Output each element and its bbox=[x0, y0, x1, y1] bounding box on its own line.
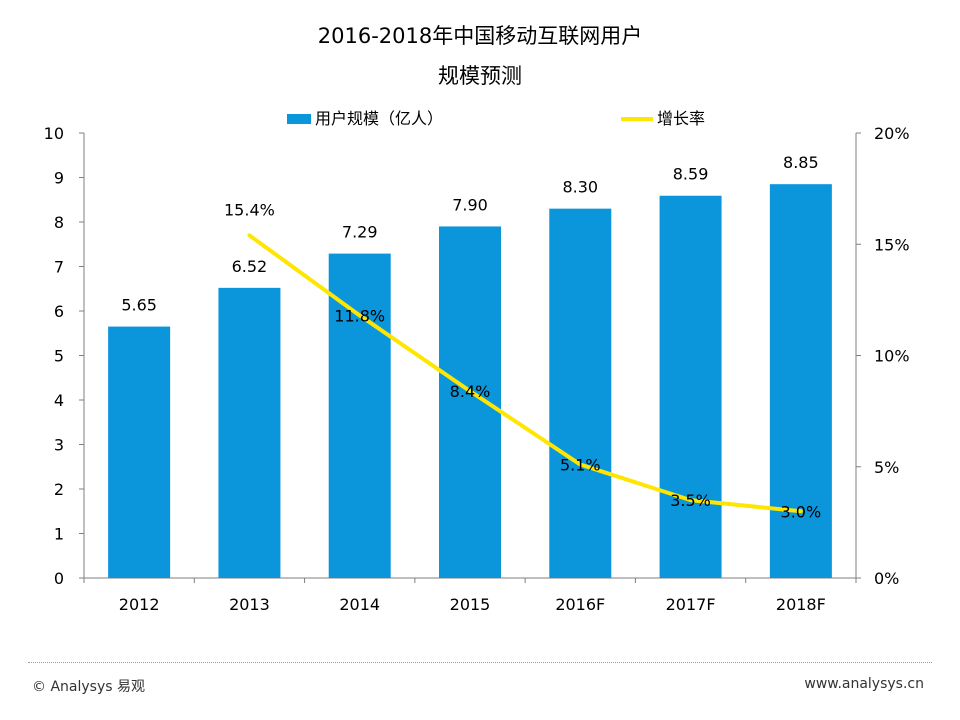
bar-user-scale bbox=[218, 287, 281, 578]
bar-user-scale bbox=[659, 195, 722, 578]
growth-rate-label: 5.1% bbox=[560, 456, 601, 475]
x-tick-label: 2016F bbox=[555, 595, 605, 614]
bar-user-scale bbox=[549, 208, 612, 578]
bar-value-label: 7.90 bbox=[452, 195, 488, 214]
legend-bar-swatch bbox=[287, 114, 311, 124]
x-tick-label: 2018F bbox=[776, 595, 826, 614]
right-tick-label: 10% bbox=[874, 347, 910, 366]
legend-bar-label: 用户规模（亿人） bbox=[315, 109, 443, 128]
x-tick-label: 2013 bbox=[229, 595, 270, 614]
bar-value-label: 8.85 bbox=[783, 153, 819, 172]
x-tick-label: 2014 bbox=[339, 595, 380, 614]
right-tick-label: 15% bbox=[874, 235, 910, 254]
footer-divider bbox=[28, 662, 932, 663]
left-tick-label: 3 bbox=[54, 436, 64, 455]
left-tick-label: 1 bbox=[54, 525, 64, 544]
growth-rate-label: 3.0% bbox=[781, 502, 822, 521]
left-tick-label: 4 bbox=[54, 391, 64, 410]
growth-rate-label: 3.5% bbox=[670, 491, 711, 510]
chart-title-line1: 2016-2018年中国移动互联网用户 bbox=[317, 24, 643, 48]
left-tick-label: 7 bbox=[54, 258, 64, 277]
x-tick-label: 2012 bbox=[119, 595, 160, 614]
right-tick-label: 0% bbox=[874, 569, 899, 588]
right-tick-label: 20% bbox=[874, 124, 910, 143]
x-tick-label: 2017F bbox=[666, 595, 716, 614]
growth-rate-label: 11.8% bbox=[334, 306, 385, 325]
bar-value-label: 8.59 bbox=[673, 165, 709, 184]
chart-title-line2: 规模预测 bbox=[438, 64, 522, 88]
bar-user-scale bbox=[439, 226, 501, 578]
footer-copyright: © Analysys 易观 bbox=[32, 679, 145, 695]
legend-line-label: 增长率 bbox=[657, 109, 705, 128]
left-tick-label: 2 bbox=[54, 480, 64, 499]
bar-value-label: 5.65 bbox=[121, 296, 157, 315]
bar-user-scale bbox=[328, 253, 391, 578]
combo-chart: 0 1 2 3 4 5 6 7 8 9 10 0% 5% 10% 15% 20% 5.65 6.52 7.29 7.9… bbox=[44, 109, 910, 614]
left-tick-label: 6 bbox=[54, 302, 64, 321]
left-tick-label: 10 bbox=[44, 124, 64, 143]
left-tick-label: 9 bbox=[54, 169, 64, 188]
growth-rate-label: 8.4% bbox=[450, 382, 491, 401]
right-tick-label: 5% bbox=[874, 458, 899, 477]
left-tick-label: 0 bbox=[54, 569, 64, 588]
growth-rate-line bbox=[247, 233, 803, 514]
left-tick-label: 8 bbox=[54, 213, 64, 232]
bar-value-label: 6.52 bbox=[232, 257, 268, 276]
x-tick-label: 2015 bbox=[450, 595, 491, 614]
growth-rate-label: 15.4% bbox=[224, 200, 275, 219]
left-tick-label: 5 bbox=[54, 347, 64, 366]
bar-value-label: 7.29 bbox=[342, 223, 378, 242]
bar-user-scale bbox=[108, 326, 171, 578]
footer-website: www.analysys.cn bbox=[804, 676, 924, 692]
bar-value-label: 8.30 bbox=[562, 178, 598, 197]
